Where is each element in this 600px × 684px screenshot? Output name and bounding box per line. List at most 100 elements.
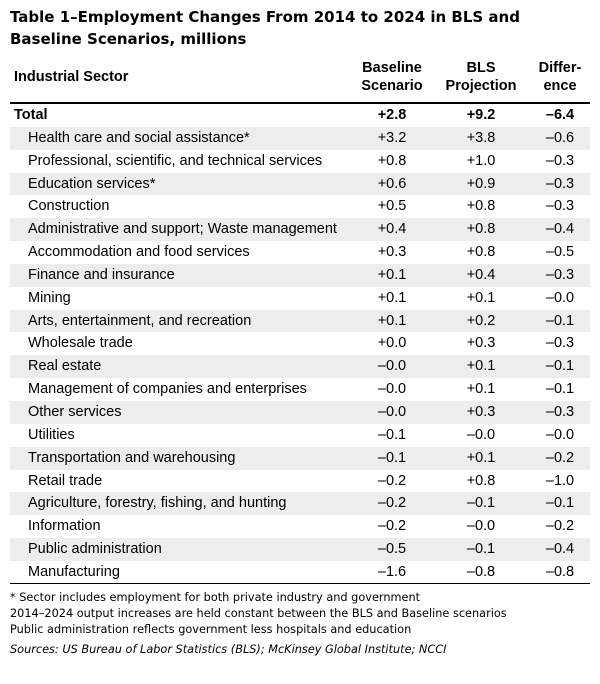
row-label: Transportation and warehousing [28, 449, 236, 466]
baseline-value: –0.1 [377, 449, 407, 466]
table-row: Public administration –0.5 –0.1 –0.4 [10, 538, 590, 561]
bls-value: +0.2 [466, 312, 496, 329]
note-output-constant: 2014–2024 output increases are held cons… [10, 607, 507, 620]
difference-value: –0.3 [545, 266, 575, 283]
table-row: Administrative and support; Waste manage… [10, 218, 590, 242]
baseline-value: +0.1 [377, 289, 407, 306]
table-row: Accommodation and food services +0.3 +0.8 –… [10, 241, 590, 264]
difference-value: –0.0 [545, 289, 575, 306]
table-row: Mining +0.1 +0.1 –0.0 [10, 287, 590, 310]
bls-value: +0.1 [466, 381, 496, 398]
row-label: Finance and insurance [28, 266, 175, 283]
bls-value: +0.1 [466, 449, 496, 466]
table-row: Real estate –0.0 +0.1 –0.1 [10, 355, 590, 379]
difference-value: –0.1 [545, 381, 575, 398]
table-row: Transportation and warehousing –0.1 +0.1 –0… [10, 446, 590, 470]
difference-value: –0.0 [545, 426, 575, 443]
table-row: Information –0.2 –0.0 –0.2 [10, 515, 590, 538]
row-label: Accommodation and food services [28, 244, 250, 261]
table-notes: * Sector includes employment for both pr… [10, 590, 595, 658]
row-label: Other services [28, 403, 122, 420]
note-public-administration: Public administration reflects governmen… [10, 623, 412, 636]
bls-value: +0.3 [466, 335, 496, 352]
row-label: Agriculture, forestry, fishing, and hunt… [28, 495, 287, 512]
table-row: Construction +0.5 +0.8 –0.3 [10, 195, 590, 218]
baseline-value: –0.1 [377, 426, 407, 443]
baseline-value: +0.3 [377, 244, 407, 261]
row-label: Wholesale trade [28, 335, 133, 352]
table-row: Other services –0.0 +0.3 –0.3 [10, 400, 590, 424]
bls-value: –0.0 [466, 518, 496, 535]
difference-value: –0.3 [545, 198, 575, 215]
header-industrial-sector: Industrial Sector [14, 69, 129, 85]
header-bls-line2: Projection [445, 78, 517, 94]
header-diff-line1: Differ- [538, 60, 582, 76]
difference-value: –0.2 [545, 518, 575, 535]
baseline-value: +0.8 [377, 152, 407, 169]
difference-value: –0.4 [545, 221, 575, 238]
row-label: Construction [28, 198, 110, 215]
bls-value: +0.1 [466, 289, 496, 306]
baseline-value: +0.0 [377, 335, 407, 352]
row-label: Information [28, 518, 101, 535]
baseline-value: –0.2 [377, 472, 407, 489]
difference-value: –0.6 [545, 129, 575, 146]
bls-value: +0.8 [466, 198, 496, 215]
bls-value: +3.8 [466, 129, 496, 146]
baseline-value: –0.5 [377, 541, 407, 558]
bls-value: +0.8 [466, 472, 496, 489]
row-label: Professional, scientific, and technical … [28, 152, 323, 169]
difference-value: –0.3 [545, 335, 575, 352]
baseline-value: +0.6 [377, 175, 407, 192]
row-label: Arts, entertainment, and recreation [28, 312, 252, 329]
sources-line: Sources: US Bureau of Labor Statistics (… [10, 643, 447, 656]
table-row: Professional, scientific, and technical … [10, 150, 590, 173]
baseline-value: +3.2 [377, 129, 407, 146]
table-row: Health care and social assistance* +3.2 +3… [10, 126, 590, 150]
baseline-value: +0.1 [377, 312, 407, 329]
row-label: Utilities [28, 426, 75, 443]
row-label: Education services* [28, 175, 156, 192]
table-row: Finance and insurance +0.1 +0.4 –0.3 [10, 263, 590, 287]
baseline-value: +0.4 [377, 221, 407, 238]
footer-rule [10, 583, 590, 584]
bls-value: –0.1 [466, 495, 496, 512]
bls-value: +0.8 [466, 221, 496, 238]
row-label: Health care and social assistance* [28, 129, 250, 146]
header-baseline-scenario: Baseline Scenario [358, 59, 426, 95]
header-difference: Differ- ence [530, 59, 590, 95]
row-label: Administrative and support; Waste manage… [28, 221, 337, 238]
difference-value: –6.4 [545, 107, 575, 123]
difference-value: –0.3 [545, 403, 575, 420]
difference-value: –0.2 [545, 449, 575, 466]
table-row: Utilities –0.1 –0.0 –0.0 [10, 424, 590, 447]
header-baseline-line1: Baseline [362, 60, 422, 76]
table-row: Retail trade –0.2 +0.8 –1.0 [10, 470, 590, 493]
bls-value: +0.3 [466, 403, 496, 420]
table-row: Manufacturing –1.6 –0.8 –0.8 [10, 561, 590, 584]
row-label: Real estate [28, 358, 102, 375]
difference-value: –0.1 [545, 358, 575, 375]
table-body: Total +2.8 +9.2 –6.4 Health care and soc… [10, 104, 590, 584]
baseline-value: +0.5 [377, 198, 407, 215]
table-row: Wholesale trade +0.0 +0.3 –0.3 [10, 332, 590, 355]
header-bls-line1: BLS [466, 60, 496, 76]
total-row: Total +2.8 +9.2 –6.4 [10, 104, 590, 127]
bls-value: –0.1 [466, 541, 496, 558]
row-label: Manufacturing [28, 563, 120, 580]
baseline-value: –0.0 [377, 403, 407, 420]
difference-value: –0.3 [545, 175, 575, 192]
table-row: Management of companies and enterprises –… [10, 378, 590, 401]
bls-value: +0.8 [466, 244, 496, 261]
bls-value: +9.2 [466, 107, 496, 123]
table-row: Agriculture, forestry, fishing, and hunt… [10, 492, 590, 516]
baseline-value: –0.0 [377, 358, 407, 375]
table-row: Education services* +0.6 +0.9 –0.3 [10, 172, 590, 196]
bls-value: –0.0 [466, 426, 496, 443]
header-bls-projection: BLS Projection [438, 59, 524, 95]
header-rule [10, 102, 590, 104]
note-sector-employment: * Sector includes employment for both pr… [10, 591, 421, 604]
row-label: Public administration [28, 541, 162, 558]
difference-value: –0.1 [545, 495, 575, 512]
row-label: Total [14, 107, 48, 123]
